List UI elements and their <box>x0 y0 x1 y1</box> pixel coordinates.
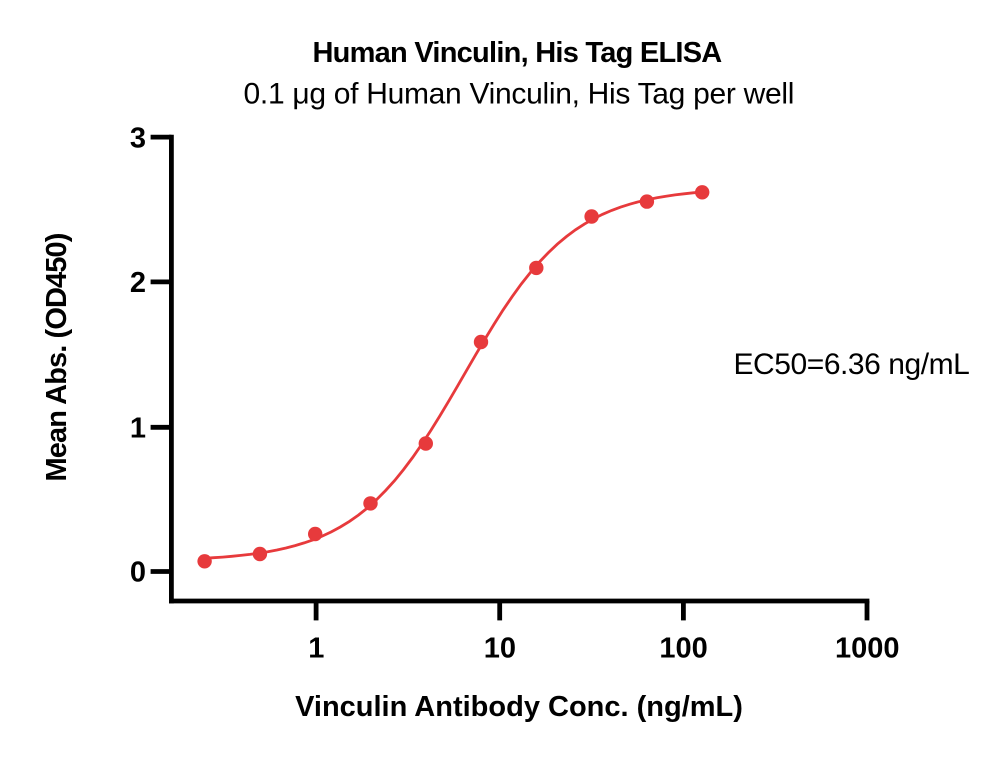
svg-text:100: 100 <box>659 632 707 664</box>
svg-text:1: 1 <box>308 632 324 664</box>
svg-text:2: 2 <box>130 267 146 299</box>
svg-text:1: 1 <box>130 412 146 444</box>
svg-text:0.1 μg of Human Vinculin, His: 0.1 μg of Human Vinculin, His Tag per we… <box>244 77 795 110</box>
svg-text:3: 3 <box>130 122 146 154</box>
svg-text:Vinculin Antibody Conc. (ng/mL: Vinculin Antibody Conc. (ng/mL) <box>295 691 743 723</box>
svg-text:Human Vinculin, His Tag ELISA: Human Vinculin, His Tag ELISA <box>312 37 722 69</box>
svg-text:0: 0 <box>130 557 146 589</box>
svg-text:EC50=6.36 ng/mL: EC50=6.36 ng/mL <box>734 348 970 381</box>
svg-text:10: 10 <box>484 632 516 664</box>
svg-text:1000: 1000 <box>835 632 900 664</box>
svg-text:Mean Abs. (OD450): Mean Abs. (OD450) <box>41 233 73 481</box>
